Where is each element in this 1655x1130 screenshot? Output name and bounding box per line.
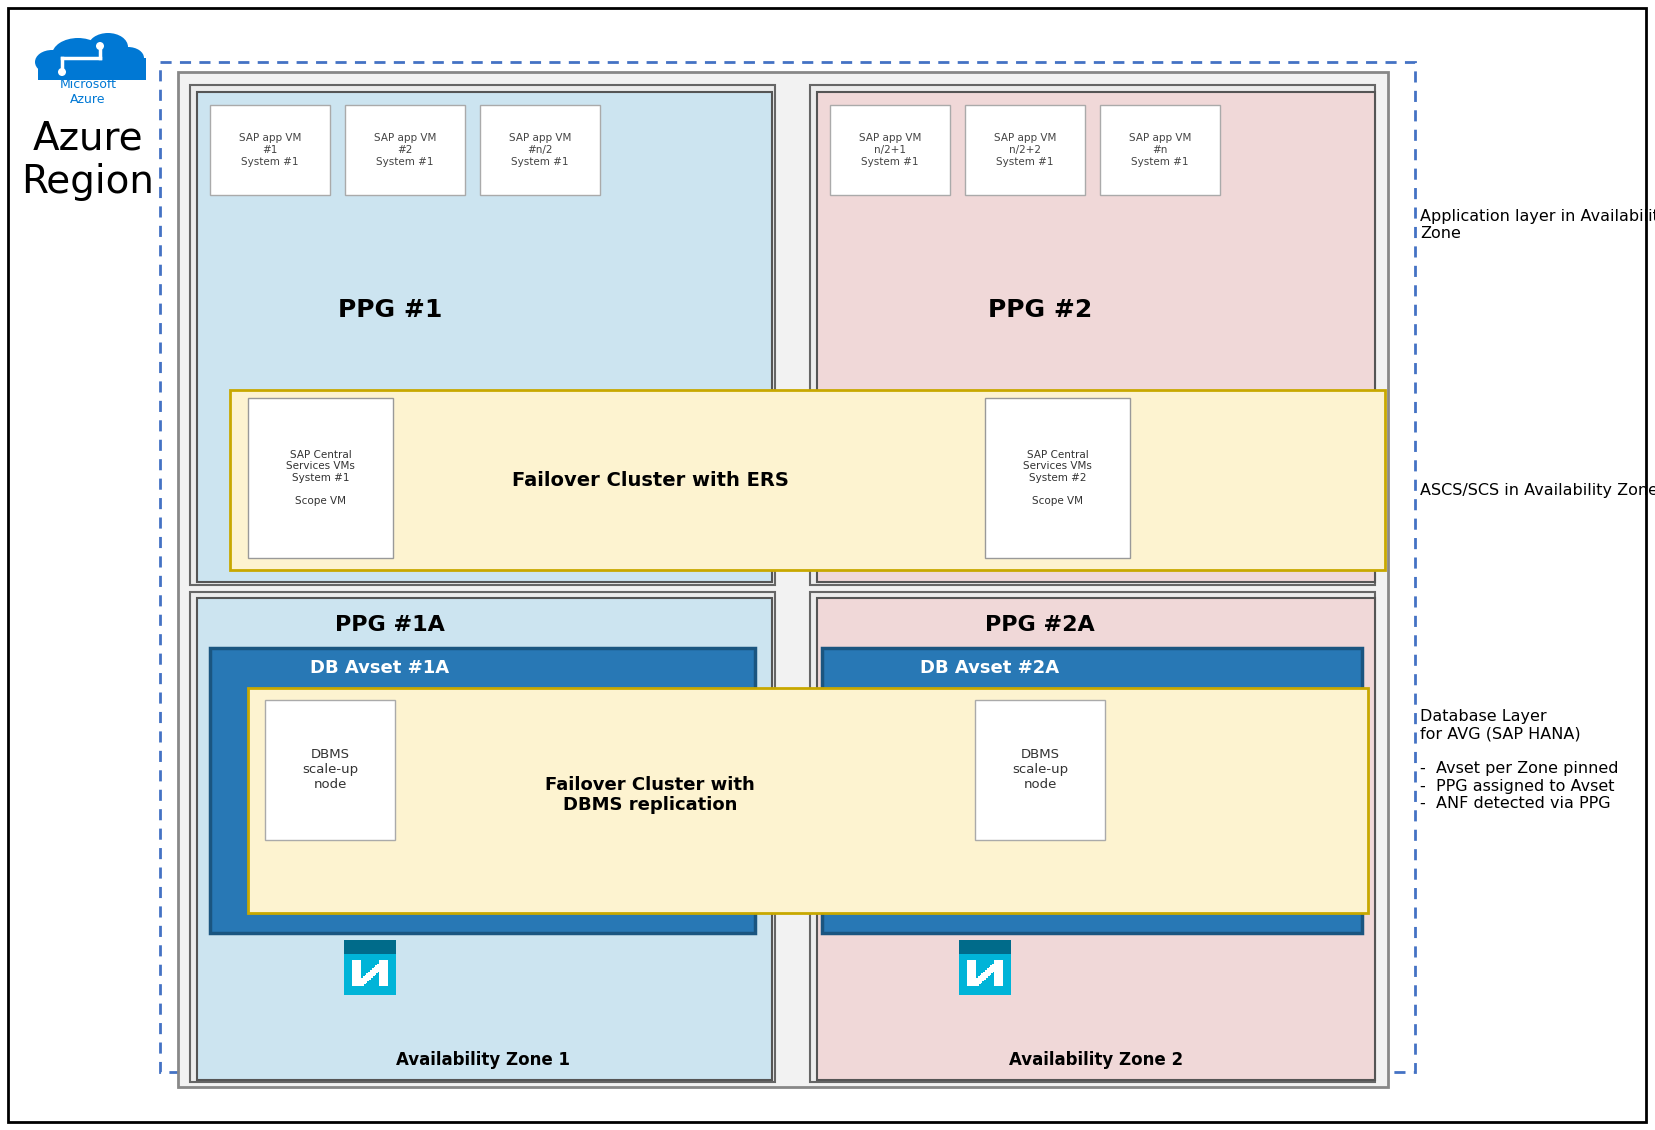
Bar: [967, 960, 976, 986]
Text: SAP Central
Services VMs
System #2

Scope VM: SAP Central Services VMs System #2 Scope…: [1023, 450, 1092, 506]
Ellipse shape: [51, 38, 104, 72]
Bar: [361, 977, 364, 986]
Text: Availability Zone 1: Availability Zone 1: [396, 1051, 569, 1069]
Bar: [248, 688, 1369, 913]
Bar: [362, 976, 366, 984]
Bar: [210, 647, 755, 933]
Bar: [265, 699, 396, 840]
Bar: [990, 965, 993, 973]
Bar: [965, 105, 1086, 195]
Bar: [981, 973, 985, 981]
Text: SAP app VM
#n
System #1: SAP app VM #n System #1: [1129, 133, 1192, 166]
Text: Azure
Region: Azure Region: [22, 119, 154, 201]
Bar: [371, 970, 372, 977]
Bar: [809, 592, 1375, 1083]
Bar: [958, 954, 1011, 996]
Text: PPG #2: PPG #2: [988, 298, 1092, 322]
Bar: [986, 968, 990, 976]
Bar: [823, 647, 1362, 933]
Circle shape: [58, 68, 66, 76]
Bar: [976, 977, 978, 986]
Text: PPG #1A: PPG #1A: [334, 615, 445, 635]
Bar: [975, 699, 1106, 840]
Text: DB Avset #2A: DB Avset #2A: [920, 659, 1059, 677]
Text: DB Avset #1A: DB Avset #1A: [311, 659, 450, 677]
Bar: [379, 960, 387, 986]
Bar: [988, 967, 991, 975]
Text: ASCS/SCS in Availability Zone: ASCS/SCS in Availability Zone: [1420, 483, 1655, 497]
Text: Failover Cluster with ERS: Failover Cluster with ERS: [511, 470, 788, 489]
Bar: [364, 975, 367, 983]
Bar: [818, 92, 1375, 582]
Bar: [210, 105, 329, 195]
Bar: [372, 968, 374, 976]
Text: SAP app VM
#n/2
System #1: SAP app VM #n/2 System #1: [508, 133, 571, 166]
Text: Microsoft
Azure: Microsoft Azure: [60, 78, 116, 106]
Bar: [985, 970, 988, 977]
Bar: [831, 105, 950, 195]
Text: SAP app VM
#2
System #1: SAP app VM #2 System #1: [374, 133, 437, 166]
Bar: [197, 92, 771, 582]
Bar: [38, 58, 146, 80]
Bar: [809, 85, 1375, 585]
Text: Failover Cluster with
DBMS replication: Failover Cluster with DBMS replication: [544, 775, 755, 815]
Ellipse shape: [88, 33, 127, 61]
Bar: [230, 390, 1385, 570]
Bar: [344, 940, 396, 954]
Bar: [367, 972, 371, 980]
Text: Database Layer
for AVG (SAP HANA)

-  Avset per Zone pinned
-  PPG assigned to A: Database Layer for AVG (SAP HANA) - Avse…: [1420, 709, 1619, 811]
Text: PPG #1: PPG #1: [338, 298, 442, 322]
Bar: [985, 398, 1130, 558]
Ellipse shape: [35, 50, 70, 73]
Text: SAP app VM
n/2+1
System #1: SAP app VM n/2+1 System #1: [859, 133, 922, 166]
Bar: [980, 975, 983, 983]
Bar: [353, 960, 361, 986]
Bar: [978, 976, 981, 984]
Text: Availability Zone 2: Availability Zone 2: [1010, 1051, 1183, 1069]
Bar: [993, 964, 995, 972]
Text: DBMS
scale-up
node: DBMS scale-up node: [1011, 748, 1067, 791]
Ellipse shape: [113, 47, 144, 69]
Bar: [190, 592, 775, 1083]
Bar: [161, 62, 1415, 1072]
Bar: [248, 398, 392, 558]
Text: Application layer in Availability
Zone: Application layer in Availability Zone: [1420, 209, 1655, 241]
Text: SAP Central
Services VMs
System #1

Scope VM: SAP Central Services VMs System #1 Scope…: [286, 450, 354, 506]
Bar: [480, 105, 601, 195]
Bar: [1101, 105, 1220, 195]
Bar: [983, 972, 986, 980]
Bar: [190, 85, 775, 585]
Text: PPG #2A: PPG #2A: [985, 615, 1096, 635]
Text: DBMS
scale-up
node: DBMS scale-up node: [301, 748, 357, 791]
Bar: [179, 72, 1389, 1087]
Bar: [376, 965, 379, 973]
Text: SAP app VM
#1
System #1: SAP app VM #1 System #1: [238, 133, 301, 166]
Bar: [374, 967, 376, 975]
Circle shape: [96, 42, 104, 50]
Bar: [197, 598, 771, 1080]
Text: SAP app VM
n/2+2
System #1: SAP app VM n/2+2 System #1: [993, 133, 1056, 166]
Bar: [958, 940, 1011, 954]
Bar: [344, 954, 396, 996]
Bar: [377, 964, 381, 972]
Bar: [344, 105, 465, 195]
Bar: [818, 598, 1375, 1080]
Bar: [995, 960, 1003, 986]
Bar: [366, 973, 369, 981]
